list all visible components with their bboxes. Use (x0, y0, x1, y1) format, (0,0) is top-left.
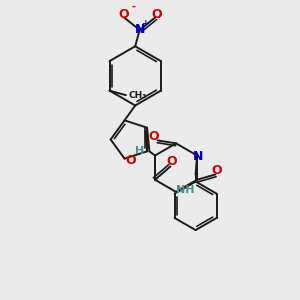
Text: N: N (134, 23, 145, 36)
Text: O: O (126, 154, 136, 166)
Text: O: O (166, 155, 177, 168)
Text: NH: NH (176, 184, 194, 194)
Text: H: H (135, 146, 145, 156)
Text: O: O (151, 8, 161, 20)
Text: +: + (142, 19, 150, 28)
Text: O: O (118, 8, 129, 20)
Text: N: N (193, 150, 203, 163)
Text: CH₃: CH₃ (129, 91, 147, 100)
Text: O: O (211, 164, 222, 177)
Text: O: O (149, 130, 160, 143)
Text: -: - (132, 1, 136, 11)
